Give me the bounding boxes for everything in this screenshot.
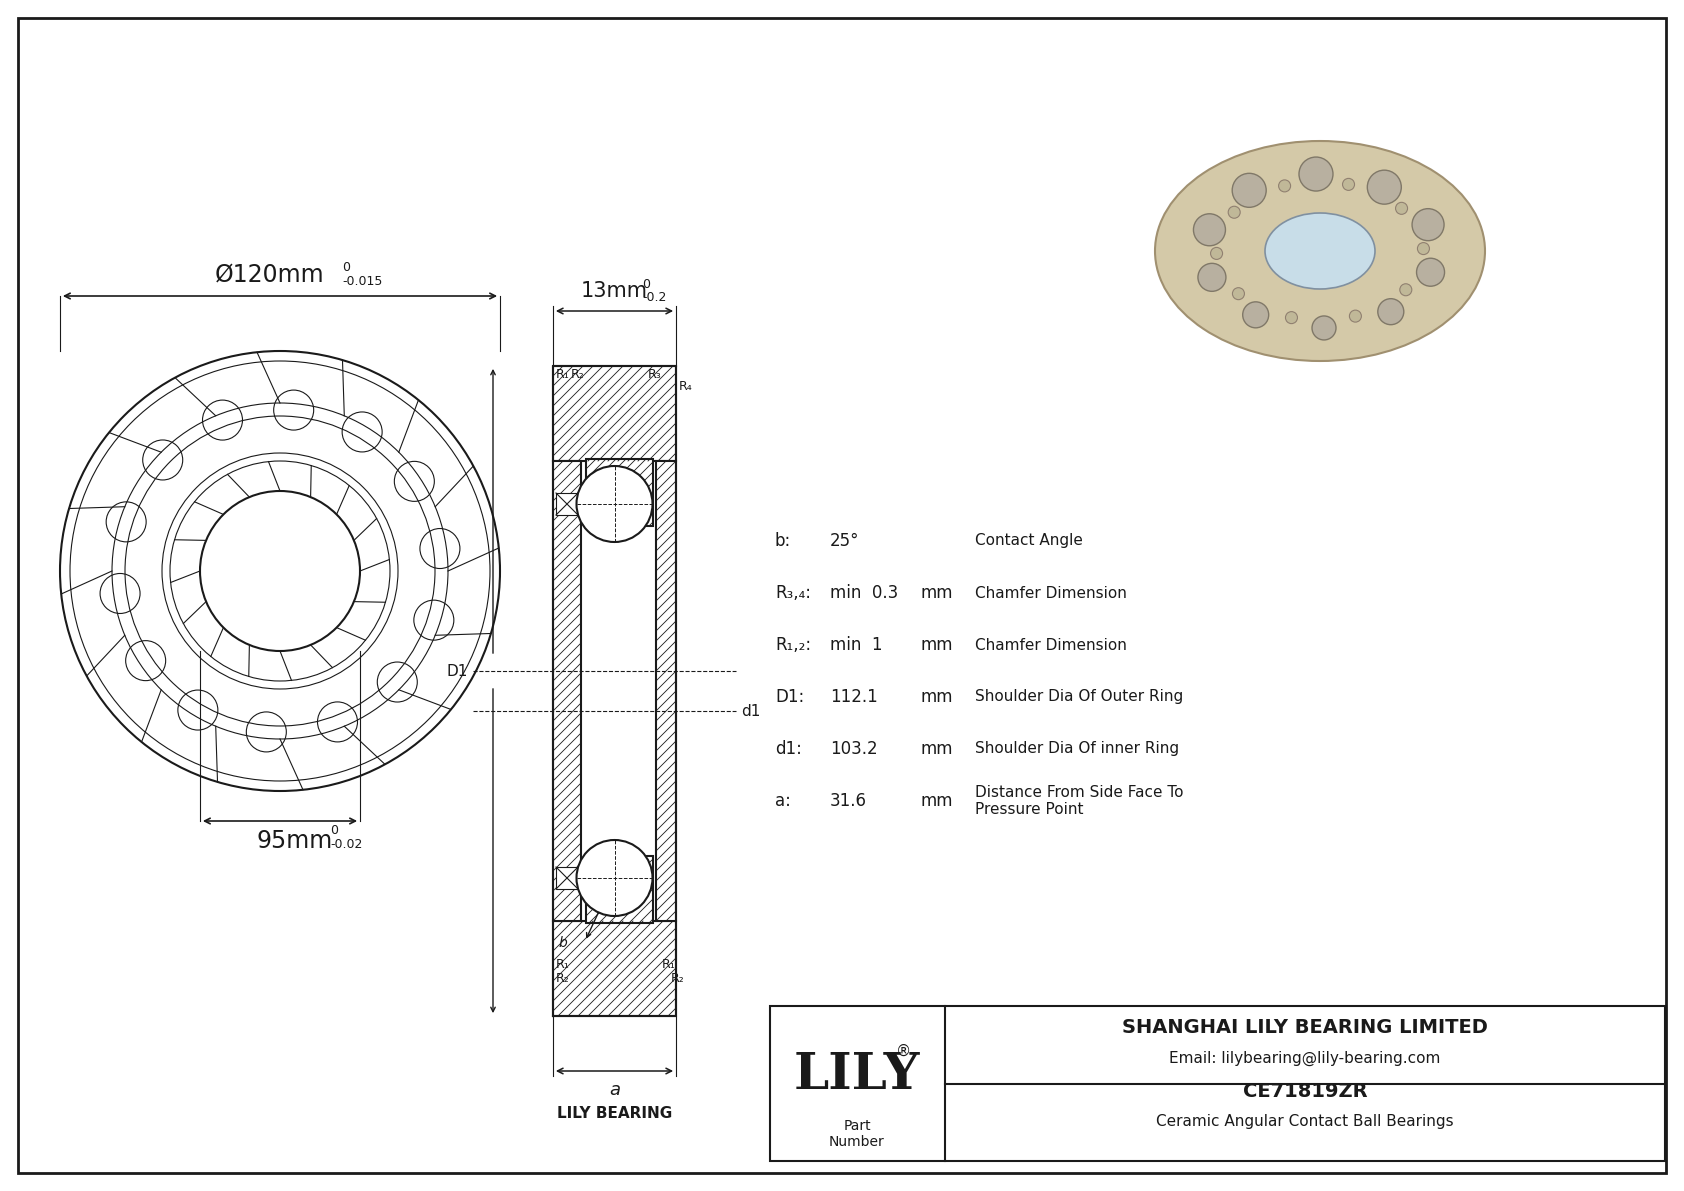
Text: b:: b: [775, 532, 791, 550]
Circle shape [1413, 208, 1445, 241]
Bar [586, 856, 653, 923]
Text: R₁: R₁ [556, 368, 569, 381]
Text: R₂: R₂ [670, 972, 685, 985]
Circle shape [1211, 248, 1223, 260]
Text: 25°: 25° [830, 532, 859, 550]
Text: -0.015: -0.015 [342, 275, 382, 288]
Text: Email: lilybearing@lily-bearing.com: Email: lilybearing@lily-bearing.com [1169, 1050, 1442, 1066]
Text: b: b [557, 936, 568, 950]
Circle shape [1399, 283, 1411, 295]
Bar [552, 366, 675, 461]
Text: R₃: R₃ [648, 368, 662, 381]
Text: mm: mm [919, 740, 953, 757]
Circle shape [1378, 299, 1404, 325]
Text: Chamfer Dimension: Chamfer Dimension [975, 586, 1127, 600]
Circle shape [1278, 180, 1290, 192]
Text: 103.2: 103.2 [830, 740, 877, 757]
Circle shape [1285, 312, 1297, 324]
Ellipse shape [1265, 213, 1376, 289]
Text: LILY BEARING: LILY BEARING [557, 1106, 672, 1121]
Text: 0: 0 [330, 824, 338, 837]
Bar [586, 459, 653, 526]
Text: 95mm: 95mm [258, 829, 333, 853]
Circle shape [576, 840, 652, 916]
Text: R₃,₄:: R₃,₄: [775, 584, 812, 601]
Text: Shoulder Dia Of inner Ring: Shoulder Dia Of inner Ring [975, 742, 1179, 756]
Text: Part
Number: Part Number [829, 1118, 884, 1149]
Ellipse shape [1155, 141, 1485, 361]
Circle shape [1194, 213, 1226, 245]
Circle shape [1312, 316, 1335, 339]
Text: R₂: R₂ [556, 972, 569, 985]
Text: CE71819ZR: CE71819ZR [1243, 1081, 1367, 1100]
Circle shape [1342, 179, 1354, 191]
Circle shape [1233, 174, 1266, 207]
Text: ®: ® [896, 1045, 911, 1059]
Text: 13mm: 13mm [581, 281, 648, 301]
Bar [552, 921, 675, 1016]
Circle shape [1298, 157, 1334, 191]
Bar [552, 461, 581, 921]
Circle shape [1367, 170, 1401, 204]
Text: a: a [610, 1081, 620, 1099]
Circle shape [1416, 258, 1445, 286]
Text: Ø120mm: Ø120mm [216, 262, 325, 286]
Text: R₄: R₄ [679, 380, 692, 393]
Text: mm: mm [919, 636, 953, 654]
Text: R₁: R₁ [662, 958, 675, 971]
Text: R₂: R₂ [571, 368, 584, 381]
Bar [556, 493, 578, 515]
Text: 112.1: 112.1 [830, 688, 877, 706]
Circle shape [1197, 263, 1226, 292]
Text: Shoulder Dia Of Outer Ring: Shoulder Dia Of Outer Ring [975, 690, 1184, 705]
Text: min  1: min 1 [830, 636, 882, 654]
Text: Ceramic Angular Contact Ball Bearings: Ceramic Angular Contact Ball Bearings [1157, 1114, 1453, 1129]
Text: d1: d1 [741, 704, 761, 718]
Circle shape [1396, 202, 1408, 214]
Text: -0.02: -0.02 [330, 838, 362, 852]
Bar [770, 1006, 1665, 1161]
Text: 0: 0 [643, 278, 650, 291]
Bar [657, 461, 675, 921]
Text: mm: mm [919, 792, 953, 810]
Text: R₁: R₁ [556, 958, 569, 971]
Text: SHANGHAI LILY BEARING LIMITED: SHANGHAI LILY BEARING LIMITED [1122, 1018, 1489, 1037]
Circle shape [1228, 206, 1239, 218]
Text: LILY: LILY [793, 1050, 919, 1100]
Circle shape [1243, 301, 1268, 328]
Text: D1: D1 [446, 663, 468, 679]
Text: min  0.3: min 0.3 [830, 584, 898, 601]
Circle shape [1349, 310, 1361, 322]
Text: Distance From Side Face To
Pressure Point: Distance From Side Face To Pressure Poin… [975, 785, 1184, 817]
Circle shape [1418, 243, 1430, 255]
Circle shape [576, 466, 652, 542]
Text: D1:: D1: [775, 688, 805, 706]
Circle shape [1233, 288, 1244, 300]
Text: a:: a: [775, 792, 791, 810]
Text: R₁,₂:: R₁,₂: [775, 636, 812, 654]
Text: Chamfer Dimension: Chamfer Dimension [975, 637, 1127, 653]
Text: mm: mm [919, 688, 953, 706]
Text: Contact Angle: Contact Angle [975, 534, 1083, 549]
Text: mm: mm [919, 584, 953, 601]
Text: 31.6: 31.6 [830, 792, 867, 810]
Bar [556, 867, 578, 888]
Text: d1:: d1: [775, 740, 802, 757]
Text: 0: 0 [342, 261, 350, 274]
Text: -0.2: -0.2 [643, 291, 667, 304]
